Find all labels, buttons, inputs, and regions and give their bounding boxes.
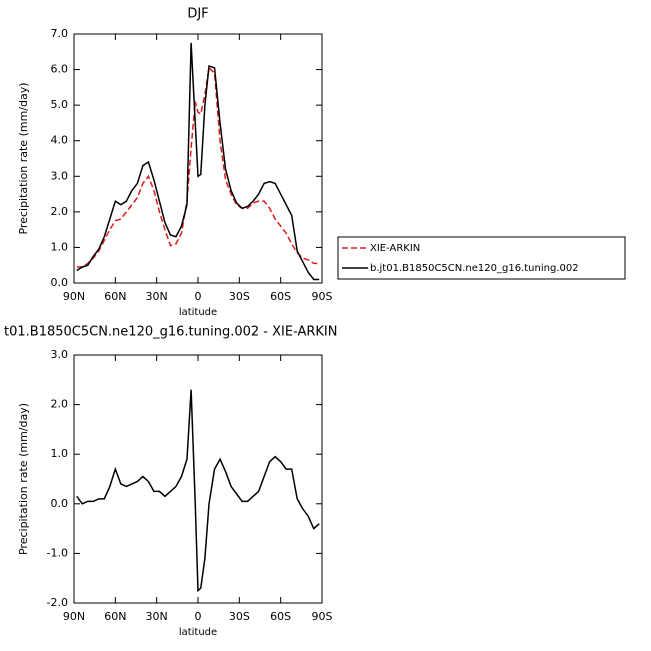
x-tick-label: 30N: [146, 610, 168, 623]
y-tick-label: -2.0: [47, 596, 68, 609]
x-axis-label: latitude: [179, 307, 217, 318]
x-tick-label: 30S: [229, 610, 250, 623]
x-tick-label: 0: [195, 290, 202, 303]
y-axis-label: Precipitation rate (mm/day): [17, 403, 30, 555]
plot-frame: [73, 354, 323, 604]
legend-box: [337, 236, 626, 280]
y-tick-label: 4.0: [51, 134, 69, 147]
x-axis-label: latitude: [179, 627, 217, 638]
y-tick-label: 0.0: [51, 497, 69, 510]
y-axis-label: Precipitation rate (mm/day): [17, 82, 30, 234]
x-tick-label: 60S: [270, 290, 291, 303]
data-line: [76, 42, 320, 281]
x-tick-label: 30N: [146, 290, 168, 303]
data-line: [76, 66, 320, 268]
y-tick-label: 5.0: [51, 98, 69, 111]
x-tick-label: 0: [195, 610, 202, 623]
x-tick-label: 90N: [63, 290, 85, 303]
legend-label: XIE-ARKIN: [370, 243, 420, 254]
x-tick-label: 30S: [229, 290, 250, 303]
x-tick-label: 60N: [104, 610, 126, 623]
x-tick-label: 90S: [312, 610, 333, 623]
y-tick-label: 2.0: [51, 205, 69, 218]
x-tick-label: 90S: [312, 290, 333, 303]
data-line: [76, 389, 320, 593]
x-tick-label: 60S: [270, 610, 291, 623]
plot-frame: [73, 33, 323, 284]
y-tick-label: 6.0: [51, 63, 69, 76]
y-tick-label: 1.0: [51, 240, 69, 253]
y-tick-label: -1.0: [47, 546, 68, 559]
x-tick-label: 60N: [104, 290, 126, 303]
y-tick-label: 7.0: [51, 27, 69, 40]
y-tick-label: 0.0: [51, 276, 69, 289]
y-tick-label: 1.0: [51, 447, 69, 460]
x-tick-label: 90N: [63, 610, 85, 623]
y-tick-label: 3.0: [51, 169, 69, 182]
y-tick-label: 2.0: [51, 398, 69, 411]
chart-title: DJF: [187, 7, 208, 22]
chart-title: t01.B1850C5CN.ne120_g16.tuning.002 - XIE…: [4, 325, 337, 340]
legend-label: b.jt01.B1850C5CN.ne120_g16.tuning.002: [370, 263, 579, 274]
y-tick-label: 3.0: [51, 348, 69, 361]
